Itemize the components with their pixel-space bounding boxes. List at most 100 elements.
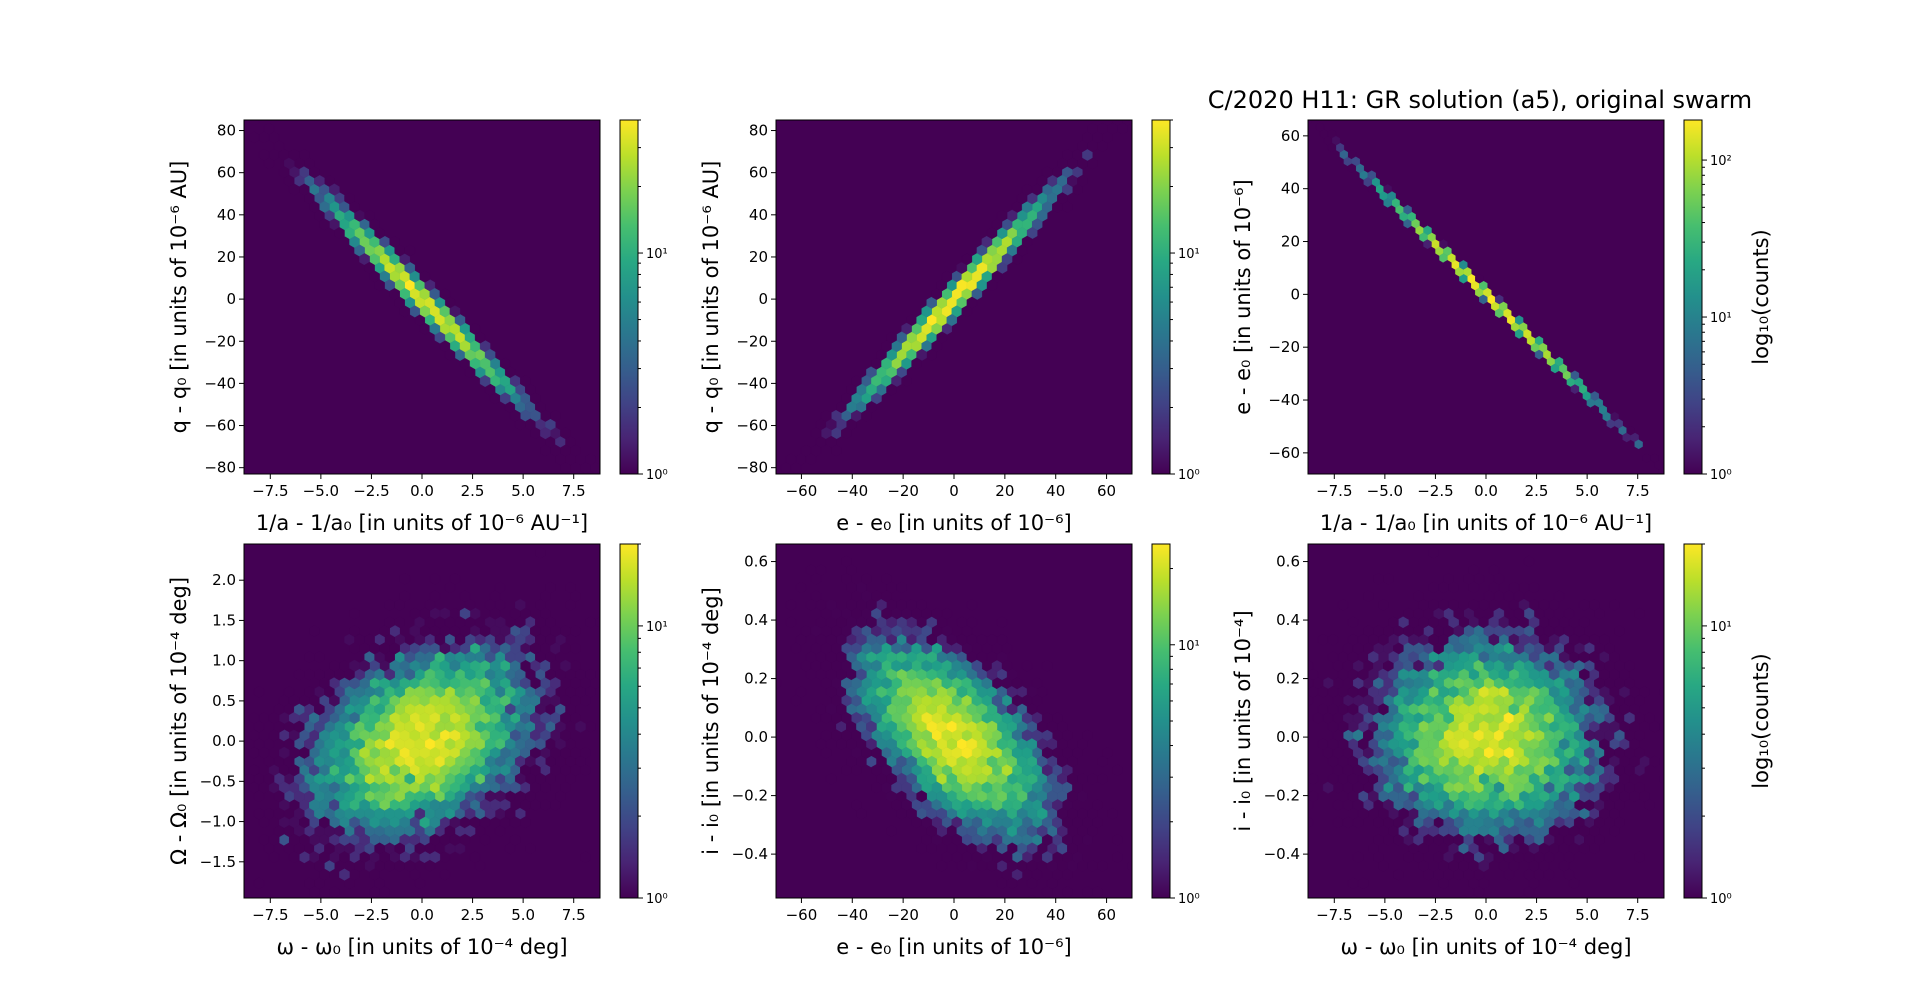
hexbin-cell (1308, 694, 1314, 707)
hexbin-cell (1006, 877, 1018, 890)
x-tick-label: 5.0 (1575, 906, 1599, 924)
hexbin-cell (1021, 235, 1033, 248)
hexbin-cell (309, 694, 320, 707)
colorbar-gradient (619, 543, 639, 899)
hexbin-cell (1609, 703, 1620, 716)
hexbin-cell (369, 816, 380, 829)
hexbin-cell (976, 894, 988, 898)
hexbin-cell (244, 793, 245, 800)
hexbin-cell (1508, 772, 1520, 785)
hexbin-cell (976, 720, 988, 733)
hexbin-cell (1431, 239, 1440, 250)
hexbin-cell (379, 642, 390, 655)
hexbin-cell (1523, 555, 1535, 568)
hexbin-cell (1609, 720, 1620, 733)
hexbin-cell (1315, 122, 1325, 132)
hexbin-cell (1077, 174, 1088, 187)
hexbin-cell (906, 755, 917, 768)
hexbin-cell (856, 633, 867, 646)
hexbin-cell (1488, 685, 1500, 698)
hexbin-cell (601, 747, 611, 759)
hexbin-cell (309, 624, 320, 638)
hexbin-cell (1408, 738, 1419, 751)
x-tick-label: 0.0 (410, 482, 434, 500)
panel-4: −7.5 −5.0 −2.5 0.0 2.5 5.0 7.5 −1.5 −1.0 −0.5 0.0 0… (167, 543, 668, 959)
y-tick-label: −20 (1268, 338, 1300, 356)
hexbin-cell (339, 833, 350, 846)
hexbin-cell (329, 781, 340, 794)
hexbin-cell (344, 668, 355, 681)
hexbin-cell (1001, 781, 1013, 794)
y-tick-label: 0.4 (1276, 611, 1300, 629)
hexbin-cell (1388, 616, 1399, 629)
hexbin-cell (344, 192, 355, 205)
hexbin-cell (424, 720, 436, 733)
colorbar: 10⁰ 10¹ (1151, 119, 1200, 483)
y-tick-label: 0.5 (212, 692, 236, 710)
hexbin-cell (1665, 747, 1675, 759)
y-axis-label: q - q₀ [in units of 10⁻⁶ AU] (167, 161, 191, 434)
x-tick-label: 0 (949, 906, 959, 924)
hexbin-cell (1378, 859, 1389, 872)
hexbin-cell (1041, 764, 1053, 777)
hexbin-cell (459, 624, 471, 638)
hexbin-cell (896, 651, 907, 664)
hexbin-cell (1508, 616, 1520, 629)
hexbin-cell (996, 738, 1008, 751)
hexbin-layer (776, 555, 1132, 898)
hexbin-cell (805, 598, 817, 611)
hexbin-cell (986, 633, 998, 646)
hexbin-cell (520, 816, 531, 829)
colorbar-label: log₁₀(counts) (1749, 653, 1773, 788)
hexbin-cell (1357, 738, 1369, 751)
hexbin-cell (254, 106, 264, 118)
hexbin-cell (881, 677, 892, 690)
hexbin-cell (494, 581, 506, 594)
hexbin-cell (329, 659, 340, 672)
hexbin-cell (1428, 894, 1439, 898)
x-tick-label: 0.0 (1474, 906, 1498, 924)
hexbin-cell (1363, 177, 1372, 187)
hexbin-cell (515, 598, 526, 611)
hexbin-cell (379, 729, 390, 742)
hexbin-cell (956, 685, 968, 698)
hexbin-cell (479, 816, 491, 829)
hexbin-cell (248, 120, 260, 127)
hexbin-cell (926, 633, 937, 646)
hexbin-cell (389, 235, 400, 248)
y-tick-label: −0.4 (732, 845, 768, 863)
hexbin-cell (419, 746, 430, 759)
hexbin-cell (489, 764, 501, 777)
hexbin-cell (1347, 877, 1359, 890)
hexbin-cell (329, 885, 340, 898)
hexbin-cell (565, 703, 576, 716)
hexbin-cell (926, 825, 937, 838)
hexbin-cell (244, 833, 250, 846)
hexbin-cell (520, 677, 531, 690)
hexbin-cell (494, 668, 506, 681)
colorbar: 10⁰ 10¹ (1151, 543, 1200, 907)
hexbin-cell (846, 598, 857, 611)
hexbin-cell (484, 651, 496, 664)
hexbin-cell (961, 305, 973, 318)
hexbin-cell (1026, 877, 1038, 890)
hexbin-cell (1488, 564, 1500, 577)
panel-2: −60 −40 −20 0 20 40 60 −80 −60 −40 −20 0 20 40 60 80 e -… (699, 119, 1200, 535)
hexbin-cell (329, 183, 340, 196)
hexbin-cell (1503, 868, 1515, 881)
hexbin-cell (1041, 746, 1053, 759)
hexbin-cell (545, 772, 556, 785)
y-tick-label: −40 (1268, 391, 1300, 409)
hexbin-cell (1308, 677, 1314, 690)
x-tick-label: 0 (949, 482, 959, 500)
hexbin-cell (1538, 598, 1550, 611)
hexbin-cell (258, 148, 270, 161)
x-tick-label: 2.5 (461, 906, 485, 924)
hexbin-cell (836, 616, 847, 629)
hexbin-cell (1538, 720, 1550, 733)
hexbin-cell (1041, 885, 1053, 898)
colorbar-gradient (1683, 543, 1703, 899)
colorbar-tick-label: 10¹ (1178, 247, 1200, 262)
hexbin-cell (1347, 703, 1359, 716)
hexbin-cell (389, 287, 400, 301)
